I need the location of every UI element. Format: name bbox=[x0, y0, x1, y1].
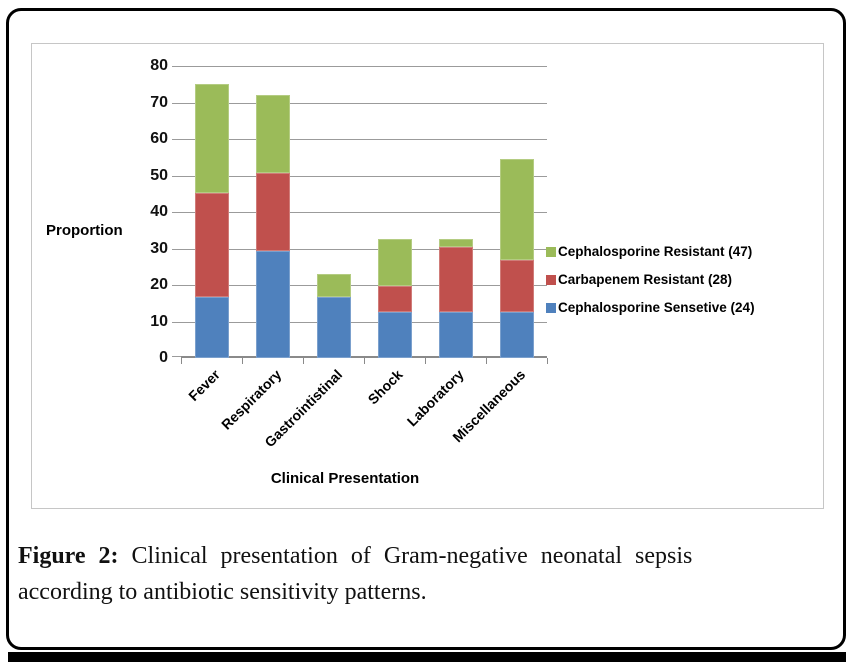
legend-label: Cephalosporine Sensetive (24) bbox=[558, 300, 755, 315]
legend-label: Cephalosporine Resistant (47) bbox=[558, 244, 753, 259]
x-tick-mark-3 bbox=[364, 358, 365, 364]
x-axis-title: Clinical Presentation bbox=[270, 470, 420, 487]
x-tick-mark-0 bbox=[181, 358, 182, 364]
bar-segment-laboratory-cephalosporine bbox=[439, 239, 473, 247]
stacked-bar-chart: Proportion 0 10 20 30 40 50 60 70 80 Fever Respir… bbox=[31, 43, 824, 509]
bar-segment-miscellaneous-cephalosporine bbox=[500, 312, 534, 358]
y-tick-mark-20 bbox=[172, 285, 181, 286]
y-tick-label-70: 70 bbox=[150, 94, 168, 111]
legend-swatch-icon bbox=[546, 274, 556, 285]
bar-segment-fever-cephalosporine bbox=[195, 297, 229, 358]
bar-segment-respiratory-cephalosporine bbox=[256, 95, 290, 173]
x-tick-mark-5 bbox=[486, 358, 487, 364]
figure-bottom-rule bbox=[8, 652, 846, 662]
x-category-label-fever: Fever bbox=[185, 366, 224, 405]
y-tick-mark-0 bbox=[172, 356, 181, 357]
gridline-y-50 bbox=[181, 176, 547, 177]
bar-segment-shock-cephalosporine bbox=[378, 239, 412, 286]
y-tick-mark-30 bbox=[172, 249, 181, 250]
gridline-y-60 bbox=[181, 139, 547, 140]
y-tick-label-10: 10 bbox=[150, 313, 168, 330]
y-tick-mark-40 bbox=[172, 212, 181, 213]
y-tick-mark-60 bbox=[172, 139, 181, 140]
legend-swatch-icon bbox=[546, 302, 556, 313]
legend-row: Cephalosporine Resistant (47) bbox=[546, 242, 755, 261]
y-axis-title: Proportion bbox=[46, 222, 123, 239]
legend-row: Cephalosporine Sensetive (24) bbox=[546, 298, 755, 317]
bar-segment-shock-cephalosporine bbox=[378, 312, 412, 358]
y-tick-label-0: 0 bbox=[159, 349, 168, 366]
gridline-y-30 bbox=[181, 249, 547, 250]
bar-segment-laboratory-carbapenem bbox=[439, 247, 473, 312]
y-tick-mark-80 bbox=[172, 66, 181, 67]
gridline-y-80 bbox=[181, 66, 547, 67]
bar-segment-miscellaneous-cephalosporine bbox=[500, 159, 534, 260]
x-category-label-laboratory: Laboratory bbox=[404, 366, 468, 430]
legend-label: Carbapenem Resistant (28) bbox=[558, 272, 733, 287]
gridline-y-20 bbox=[181, 285, 547, 286]
legend-swatch-icon bbox=[546, 246, 556, 257]
figure-caption: Figure 2: Clinical presentation of Gram-… bbox=[18, 538, 840, 610]
gridline-y-10 bbox=[181, 322, 547, 323]
x-tick-mark-6 bbox=[547, 358, 548, 364]
bar-segment-miscellaneous-carbapenem bbox=[500, 260, 534, 312]
x-category-label-shock: Shock bbox=[365, 366, 407, 408]
y-tick-mark-50 bbox=[172, 176, 181, 177]
caption-line-1: Figure 2: Clinical presentation of Gram-… bbox=[18, 543, 692, 569]
bar-segment-gastrointistinal-cephalosporine bbox=[317, 297, 351, 358]
x-tick-mark-2 bbox=[303, 358, 304, 364]
chart-legend: Cephalosporine Resistant (47) Carbapenem … bbox=[546, 242, 755, 326]
y-tick-label-30: 30 bbox=[150, 240, 168, 257]
bar-segment-gastrointistinal-cephalosporine bbox=[317, 274, 351, 297]
plot-area bbox=[181, 66, 547, 358]
y-tick-mark-70 bbox=[172, 103, 181, 104]
bar-segment-laboratory-cephalosporine bbox=[439, 312, 473, 358]
bar-segment-shock-carbapenem bbox=[378, 286, 412, 312]
x-tick-mark-1 bbox=[242, 358, 243, 364]
bar-segment-fever-carbapenem bbox=[195, 193, 229, 297]
y-tick-label-80: 80 bbox=[150, 57, 168, 74]
x-axis-line bbox=[181, 356, 547, 358]
y-tick-label-50: 50 bbox=[150, 167, 168, 184]
caption-figure-label: Figure 2: bbox=[18, 543, 119, 569]
caption-line-2: according to antibiotic sensitivity patt… bbox=[18, 579, 427, 605]
y-tick-label-40: 40 bbox=[150, 203, 168, 220]
x-tick-mark-4 bbox=[425, 358, 426, 364]
y-tick-label-20: 20 bbox=[150, 276, 168, 293]
bar-segment-fever-cephalosporine bbox=[195, 84, 229, 193]
y-tick-mark-10 bbox=[172, 322, 181, 323]
caption-line-1-text: Clinical presentation of Gram-negative n… bbox=[118, 543, 693, 569]
gridline-y-70 bbox=[181, 103, 547, 104]
bar-segment-respiratory-carbapenem bbox=[256, 173, 290, 251]
y-tick-label-60: 60 bbox=[150, 130, 168, 147]
bar-segment-respiratory-cephalosporine bbox=[256, 251, 290, 358]
legend-row: Carbapenem Resistant (28) bbox=[546, 270, 755, 289]
x-category-label-respiratory: Respiratory bbox=[217, 366, 285, 433]
gridline-y-40 bbox=[181, 212, 547, 213]
